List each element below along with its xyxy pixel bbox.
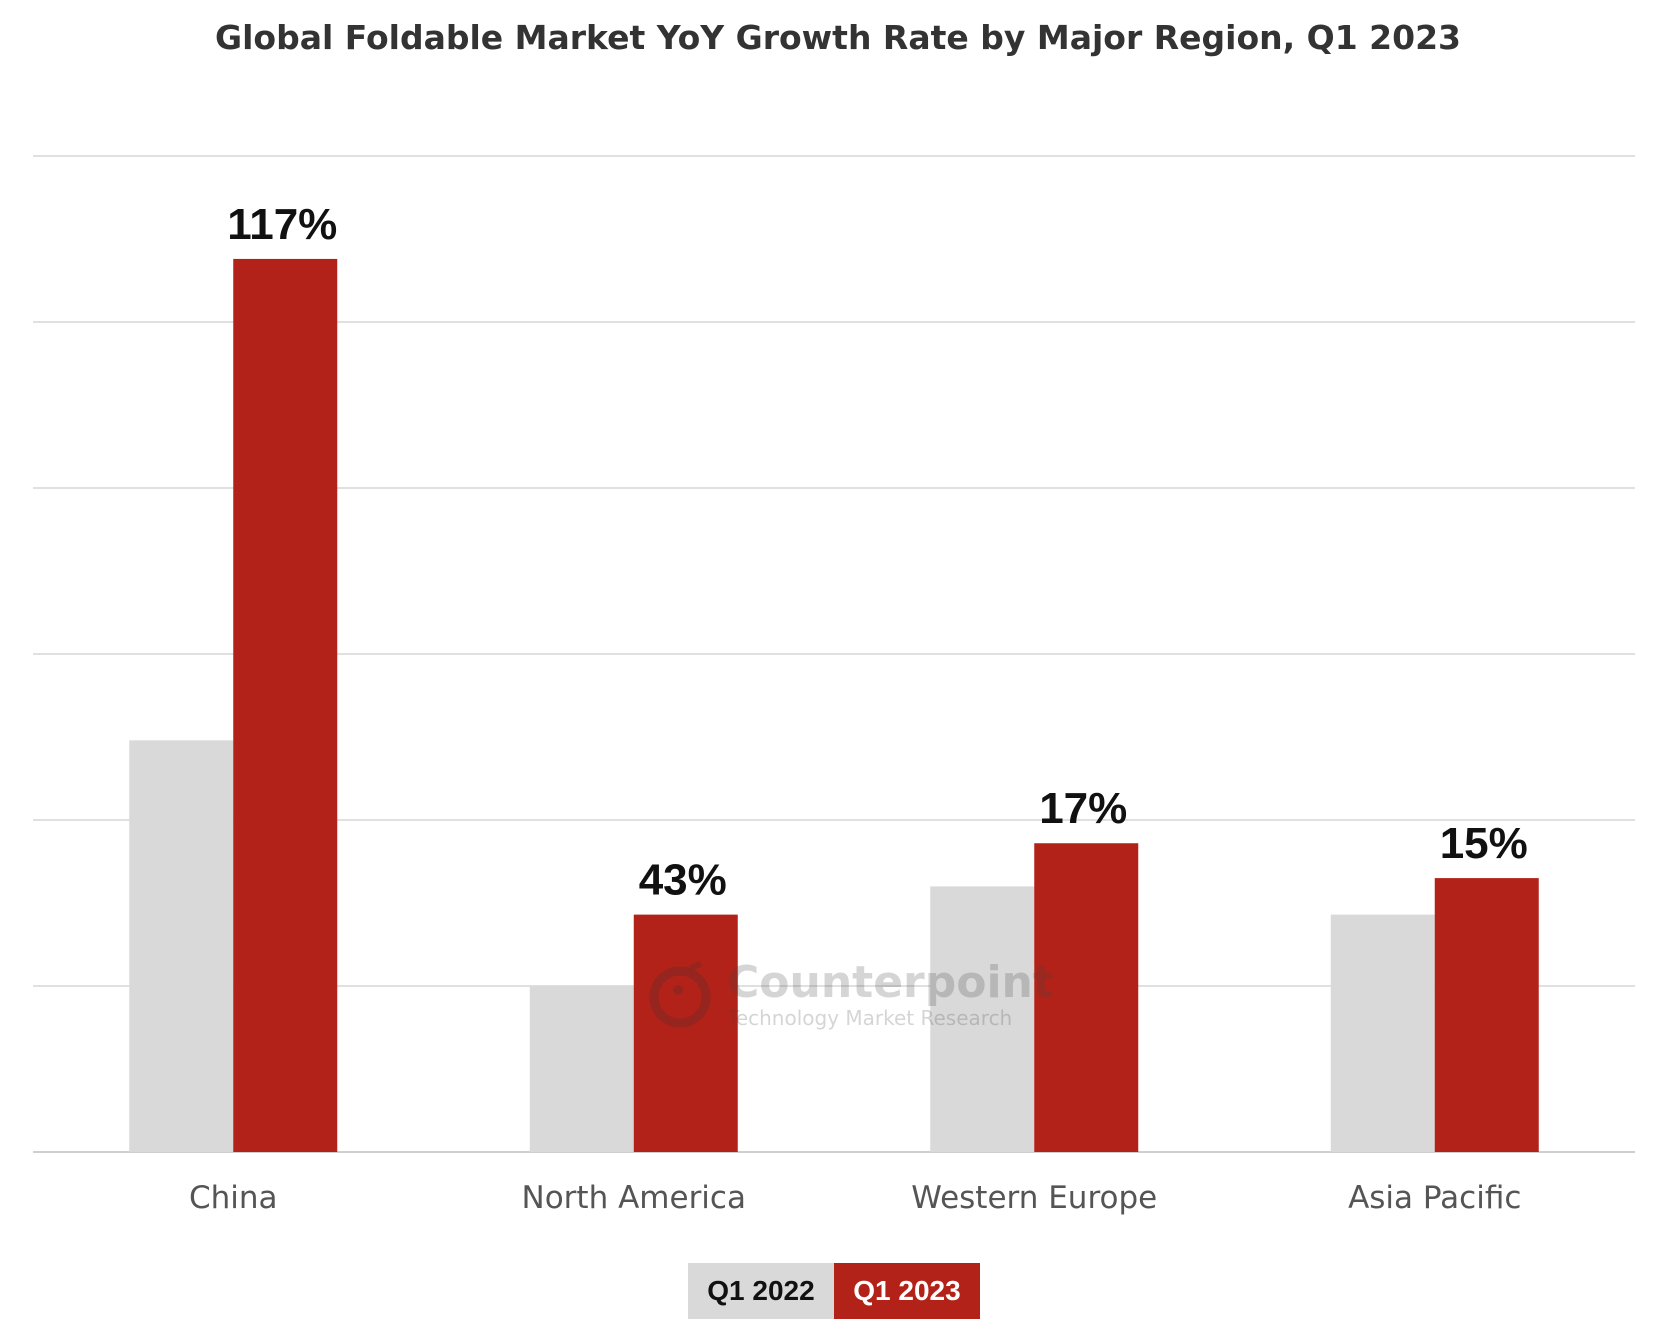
data-labels: 117% 43% 17% 15% [227, 200, 1528, 905]
bar-q1-2022-north-america [529, 986, 634, 1152]
bar-q1-2022-asia-pacific [1330, 914, 1435, 1152]
counterpoint-logo-icon [645, 960, 715, 1030]
x-tick-label: North America [522, 1180, 746, 1216]
data-label: 117% [227, 200, 337, 249]
bars [129, 258, 1539, 1152]
data-label: 43% [639, 856, 727, 905]
bar-q1-2023-western-europe [1034, 843, 1139, 1152]
bar-q1-2023-north-america [633, 914, 738, 1152]
x-tick-label: Western Europe [911, 1180, 1157, 1216]
legend-item-q1-2023: Q1 2023 [834, 1263, 980, 1319]
bar-q1-2022-china [129, 740, 234, 1152]
bar-q1-2022-western-europe [930, 886, 1035, 1152]
bar-q1-2023-asia-pacific [1434, 878, 1539, 1152]
x-tick-labels: China North America Western Europe Asia Pac… [189, 1180, 1521, 1216]
data-label: 17% [1039, 784, 1127, 833]
legend-item-q1-2022: Q1 2022 [688, 1263, 834, 1319]
chart-legend: Q1 2022 Q1 2023 [688, 1263, 980, 1319]
data-label: 15% [1440, 819, 1528, 868]
bar-q1-2023-china [233, 258, 338, 1152]
watermark-brand: Counterpoint [727, 957, 1054, 1008]
chart-title: Global Foldable Market YoY Growth Rate b… [215, 18, 1461, 57]
counterpoint-watermark: Counterpoint Technology Market Research [645, 960, 1054, 1030]
x-tick-label: China [189, 1180, 278, 1216]
x-tick-label: Asia Pacific [1348, 1180, 1521, 1216]
watermark-tagline: Technology Market Research [727, 1006, 1013, 1030]
